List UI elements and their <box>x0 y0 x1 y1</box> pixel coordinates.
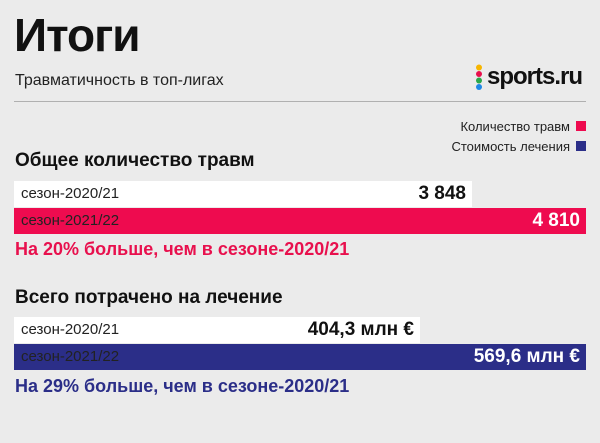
legend-item-cost: Стоимость лечения <box>286 136 586 156</box>
bar-row-cost-2020: сезон-2020/21 404,3 млн € <box>14 317 586 343</box>
legend-item-injuries: Количество травм <box>286 116 586 136</box>
logo-dots-icon <box>476 64 482 90</box>
page-title: Итоги <box>14 9 141 61</box>
sports-ru-logo[interactable]: sports.ru <box>474 62 583 92</box>
bar-row-cost-2021: сезон-2021/22 569,6 млн € <box>14 344 586 370</box>
bar-category-label: сезон-2021/22 <box>21 348 120 365</box>
bar-injuries-2021 <box>14 208 586 234</box>
legend-swatch-injuries <box>576 121 586 131</box>
bar-injuries-2020 <box>14 181 472 207</box>
bar-row-injuries-2020: сезон-2020/21 3 848 <box>14 181 586 207</box>
chart-title-injuries: Общее количество травм <box>15 150 255 171</box>
bar-row-injuries-2021: сезон-2021/22 4 810 <box>14 208 586 234</box>
chart-note-cost: На 29% больше, чем в сезоне-2020/21 <box>15 376 350 396</box>
bar-value-label: 404,3 млн € <box>307 319 414 340</box>
bar-value-label: 4 810 <box>532 210 580 231</box>
bar-category-label: сезон-2021/22 <box>21 212 120 229</box>
page-subtitle: Травматичность в топ-лигах <box>15 72 224 89</box>
bar-cost-2020 <box>14 317 420 343</box>
chart-legend: Количество травм Стоимость лечения <box>286 116 586 156</box>
chart-title-cost: Всего потрачено на лечение <box>15 287 283 308</box>
chart-note-injuries: На 20% больше, чем в сезоне-2020/21 <box>15 239 350 259</box>
bar-category-label: сезон-2020/21 <box>21 321 120 338</box>
header-divider <box>14 101 586 102</box>
bar-cost-2021 <box>14 344 586 370</box>
logo-text: sports.ru <box>487 63 583 90</box>
legend-label: Стоимость лечения <box>451 138 570 154</box>
legend-swatch-cost <box>576 141 586 151</box>
bar-value-label: 3 848 <box>418 183 466 204</box>
bar-value-label: 569,6 млн € <box>473 346 580 367</box>
legend-label: Количество травм <box>460 118 570 134</box>
bar-category-label: сезон-2020/21 <box>21 185 120 202</box>
